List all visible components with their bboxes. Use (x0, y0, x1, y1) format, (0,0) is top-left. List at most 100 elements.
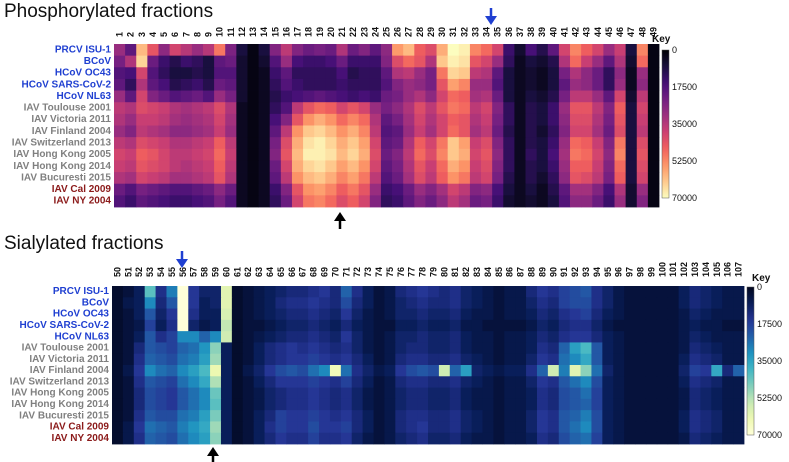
heatmap-cell (191, 183, 204, 196)
heatmap-cell (380, 125, 393, 138)
heatmap-cell (656, 410, 669, 422)
heatmap-cell (114, 67, 126, 80)
heatmap-cell (144, 376, 156, 388)
heatmap-cell (493, 421, 505, 434)
heatmap-cell (558, 398, 571, 411)
heatmap-cell (336, 195, 348, 208)
column-label: 33 (470, 27, 480, 37)
row-label: BCoV (84, 56, 112, 67)
heatmap-cell (136, 78, 148, 91)
heatmap-cell (177, 376, 189, 388)
heatmap-cell (580, 297, 592, 309)
heatmap-cell (275, 297, 287, 309)
heatmap-cell (136, 67, 148, 80)
heatmap-cell (191, 102, 204, 115)
heatmap-cell (580, 286, 592, 298)
heatmap-cell (158, 78, 171, 91)
heatmap-cell (314, 90, 326, 103)
heatmap-cell (403, 78, 415, 91)
heatmap-cell (689, 387, 701, 400)
heatmap-cell (297, 376, 309, 388)
heatmap-cell (558, 102, 571, 115)
heatmap-cell (591, 387, 603, 400)
heatmap-cell (122, 421, 135, 434)
heatmap-cell (581, 102, 593, 115)
heatmap-cell (297, 342, 309, 355)
heatmap-cell (253, 342, 265, 355)
heatmap-cell (711, 342, 723, 355)
heatmap-cell (547, 432, 560, 445)
heatmap-cell (369, 195, 382, 208)
heatmap-cell (428, 387, 440, 400)
heatmap-cell (417, 421, 429, 434)
heatmap-cell (395, 297, 407, 309)
heatmap-cell (525, 67, 538, 80)
heatmap-cell (525, 102, 538, 115)
heatmap-cell (733, 410, 745, 422)
heatmap-cell (667, 308, 680, 321)
heatmap-cell (247, 137, 259, 150)
heatmap-cell (166, 432, 178, 445)
heatmap-cell (325, 125, 337, 138)
heatmap-cell (253, 398, 265, 411)
heatmap-cell (136, 148, 148, 161)
column-label: 82 (461, 267, 471, 277)
heatmap-cell (580, 331, 592, 343)
heatmap-cell (447, 102, 460, 115)
heatmap-cell (188, 376, 200, 388)
heatmap-cell (613, 297, 625, 309)
heatmap-cell (199, 398, 211, 411)
heatmap-cell (403, 102, 415, 115)
column-label: 45 (604, 27, 614, 37)
heatmap-cell (667, 410, 680, 422)
column-label: 62 (243, 267, 253, 277)
heatmap-cell (493, 297, 505, 309)
heatmap-cell (112, 421, 124, 434)
heatmap-cell (603, 172, 615, 185)
heatmap-cell (358, 125, 371, 138)
heatmap-cell (689, 376, 701, 388)
heatmap-cell (667, 319, 680, 332)
heatmap-cell (329, 342, 342, 355)
heatmap-cell (558, 342, 571, 355)
heatmap-cell (280, 113, 293, 126)
heatmap-cell (481, 195, 493, 208)
heatmap-cell (220, 387, 233, 400)
heatmap-cell (144, 331, 156, 343)
heatmap-cell (591, 421, 603, 434)
heatmap-cell (624, 432, 636, 445)
heatmap-cell (667, 398, 680, 411)
phosphorylated-heatmap: 1 2 3 4 5 6 7 8 9 10 11 12 13 14 15 16 17 18 19 20 21 22 23 24 2… (12, 27, 660, 208)
heatmap-cell (269, 195, 282, 208)
heatmap-cell (425, 44, 437, 57)
heatmap-cell (493, 398, 505, 411)
heatmap-cell (536, 137, 549, 150)
heatmap-cell (308, 308, 320, 321)
heatmap-cell (395, 353, 407, 366)
heatmap-cell (242, 331, 255, 343)
heatmap-cell (122, 286, 135, 298)
heatmap-cell (635, 331, 647, 343)
heatmap-cell (570, 113, 582, 126)
heatmap-cell (247, 125, 259, 138)
heatmap-cell (275, 342, 287, 355)
heatmap-cell (645, 342, 658, 355)
heatmap-cell (625, 78, 638, 91)
heatmap-cell (624, 410, 636, 422)
heatmap-cell (481, 78, 493, 91)
heatmap-cell (447, 160, 460, 173)
heatmap-cell (722, 421, 734, 434)
heatmap-cell (144, 342, 156, 355)
heatmap-cell (406, 297, 418, 309)
heatmap-cell (351, 297, 364, 309)
heatmap-cell (591, 432, 603, 445)
heatmap-cell (319, 432, 331, 445)
heatmap-cell (351, 421, 364, 434)
key-tick-label: 0 (757, 282, 762, 292)
column-label: 89 (537, 267, 547, 277)
heatmap-cell (471, 319, 483, 332)
heatmap-cell (614, 113, 627, 126)
heatmap-cell (362, 387, 374, 400)
heatmap-cell (336, 55, 348, 68)
heatmap-cell (656, 376, 669, 388)
